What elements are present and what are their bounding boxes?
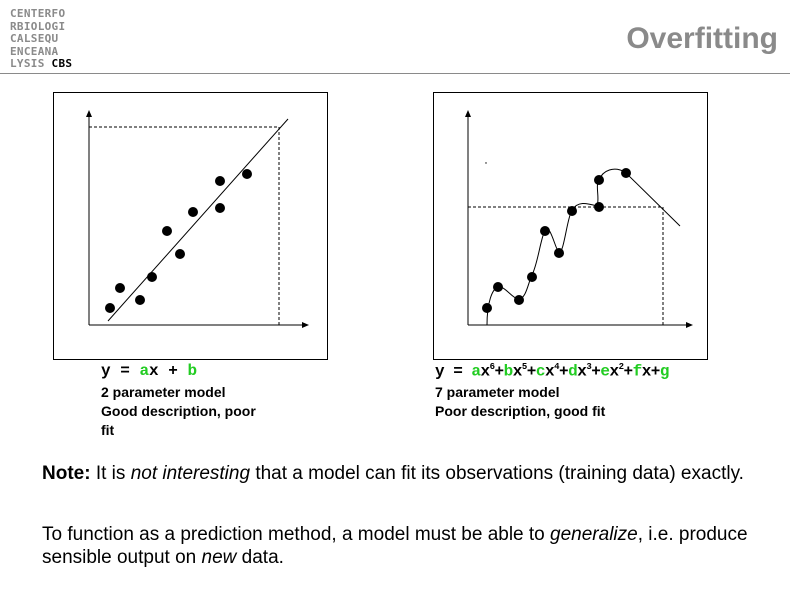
data-point [215,176,225,186]
data-point [482,303,492,313]
polynomial-model-panel [433,92,708,360]
slide-title: Overfitting [626,22,778,55]
polynomial-caption-line-2: Poor description, good fit [435,403,606,419]
linear-caption: 2 parameter model Good description, poor… [101,383,256,440]
data-point [567,206,577,216]
note-label: Note: [42,463,91,484]
data-points [105,169,252,313]
data-point [147,272,157,282]
fit-curve [486,168,681,326]
note-paragraph-2: To function as a prediction method, a mo… [42,523,772,569]
note2-emphasis-new: new [201,547,237,568]
eq-equals: = [120,362,130,380]
note-paragraph-1: Note: It is not interesting that a model… [42,462,772,485]
note-emphasis: not interesting [130,463,251,484]
data-point [540,226,550,236]
data-point [215,203,225,213]
cbs-logo: CENTERFO RBIOLOGI CALSEQU ENCEANA LYSIS … [10,7,73,71]
data-point [105,303,115,313]
linear-caption-line-3: fit [101,422,115,438]
eq-y: y [101,362,111,380]
data-point [175,249,185,259]
data-point [162,226,172,236]
logo-line-1: CENTERFO [10,7,66,20]
logo-line-4: ENCEANA [10,44,59,58]
note2-emphasis-generalize: generalize [550,524,638,545]
data-points [482,168,631,313]
data-point [594,202,604,212]
logo-line-5: LYSIS CBS [10,57,73,71]
note-text-a: It is [90,463,131,484]
logo-cbs: CBS [51,57,73,70]
linear-equation: y = ax + b [101,362,197,380]
data-point [554,248,564,258]
eq-param-a: a [139,362,150,380]
linear-caption-line-1: 2 parameter model [101,384,226,400]
note-text-b: that a model can fit its observations (t… [250,463,744,484]
polynomial-caption-line-1: 7 parameter model [435,384,560,400]
polynomial-model-plot [465,110,693,328]
eq-param-b: b [187,362,198,380]
title-divider [0,73,790,74]
data-point [514,295,524,305]
data-point [135,295,145,305]
logo-line-5-text: LYSIS [10,57,52,70]
data-point [242,169,252,179]
logo-line-3: CALSEQU [10,32,59,45]
data-point [621,168,631,178]
data-point [115,283,125,293]
data-point [594,175,604,185]
data-point [493,282,503,292]
note2-text-b: , i.e. produce sensible output on [42,524,748,568]
polynomial-caption: 7 parameter model Poor description, good… [435,383,605,421]
eq-plus: + [168,362,178,380]
polynomial-equation: y = ax6+bx5+cx4+dx3+ex2+fx+g [435,362,670,381]
linear-model-panel [53,92,328,360]
note2-text-a: To function as a prediction method, a mo… [42,524,551,545]
data-point [188,207,198,217]
data-point [527,272,537,282]
linear-model-plot [86,110,309,328]
eq-x: x [149,362,159,380]
logo-line-2: RBIOLOGI [10,19,66,33]
stray-dot [485,162,487,164]
note2-text-c: data. [236,547,284,568]
linear-caption-line-2: Good description, poor [101,403,256,419]
fit-line [107,118,289,322]
